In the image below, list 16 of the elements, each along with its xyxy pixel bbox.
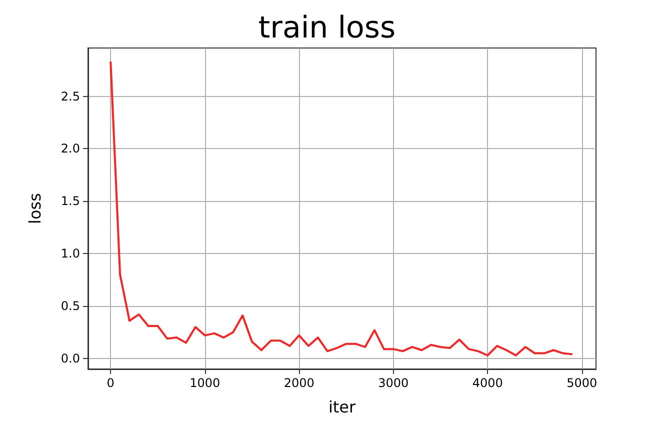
chart-title: train loss xyxy=(258,10,396,46)
y-axis-title: loss xyxy=(26,193,44,224)
y-tick-label: 2.5 xyxy=(60,89,80,104)
x-tick-label: 5000 xyxy=(566,376,598,390)
x-tick-label: 1000 xyxy=(190,376,220,390)
x-tick-label: 2000 xyxy=(284,376,314,390)
y-tick-label: 2.0 xyxy=(60,142,80,156)
line-series xyxy=(110,60,574,356)
y-tick-label: 1.5 xyxy=(60,194,80,208)
x-tick-label: 3000 xyxy=(378,376,409,390)
y-tick-label: 1.0 xyxy=(60,246,80,261)
y-tick-label: 0.0 xyxy=(60,352,80,366)
x-tick-label: 4000 xyxy=(472,376,503,390)
y-tick-label: 0.5 xyxy=(60,299,80,314)
x-tick-label: 0 xyxy=(106,376,114,390)
x-axis-title: iter xyxy=(328,398,356,416)
